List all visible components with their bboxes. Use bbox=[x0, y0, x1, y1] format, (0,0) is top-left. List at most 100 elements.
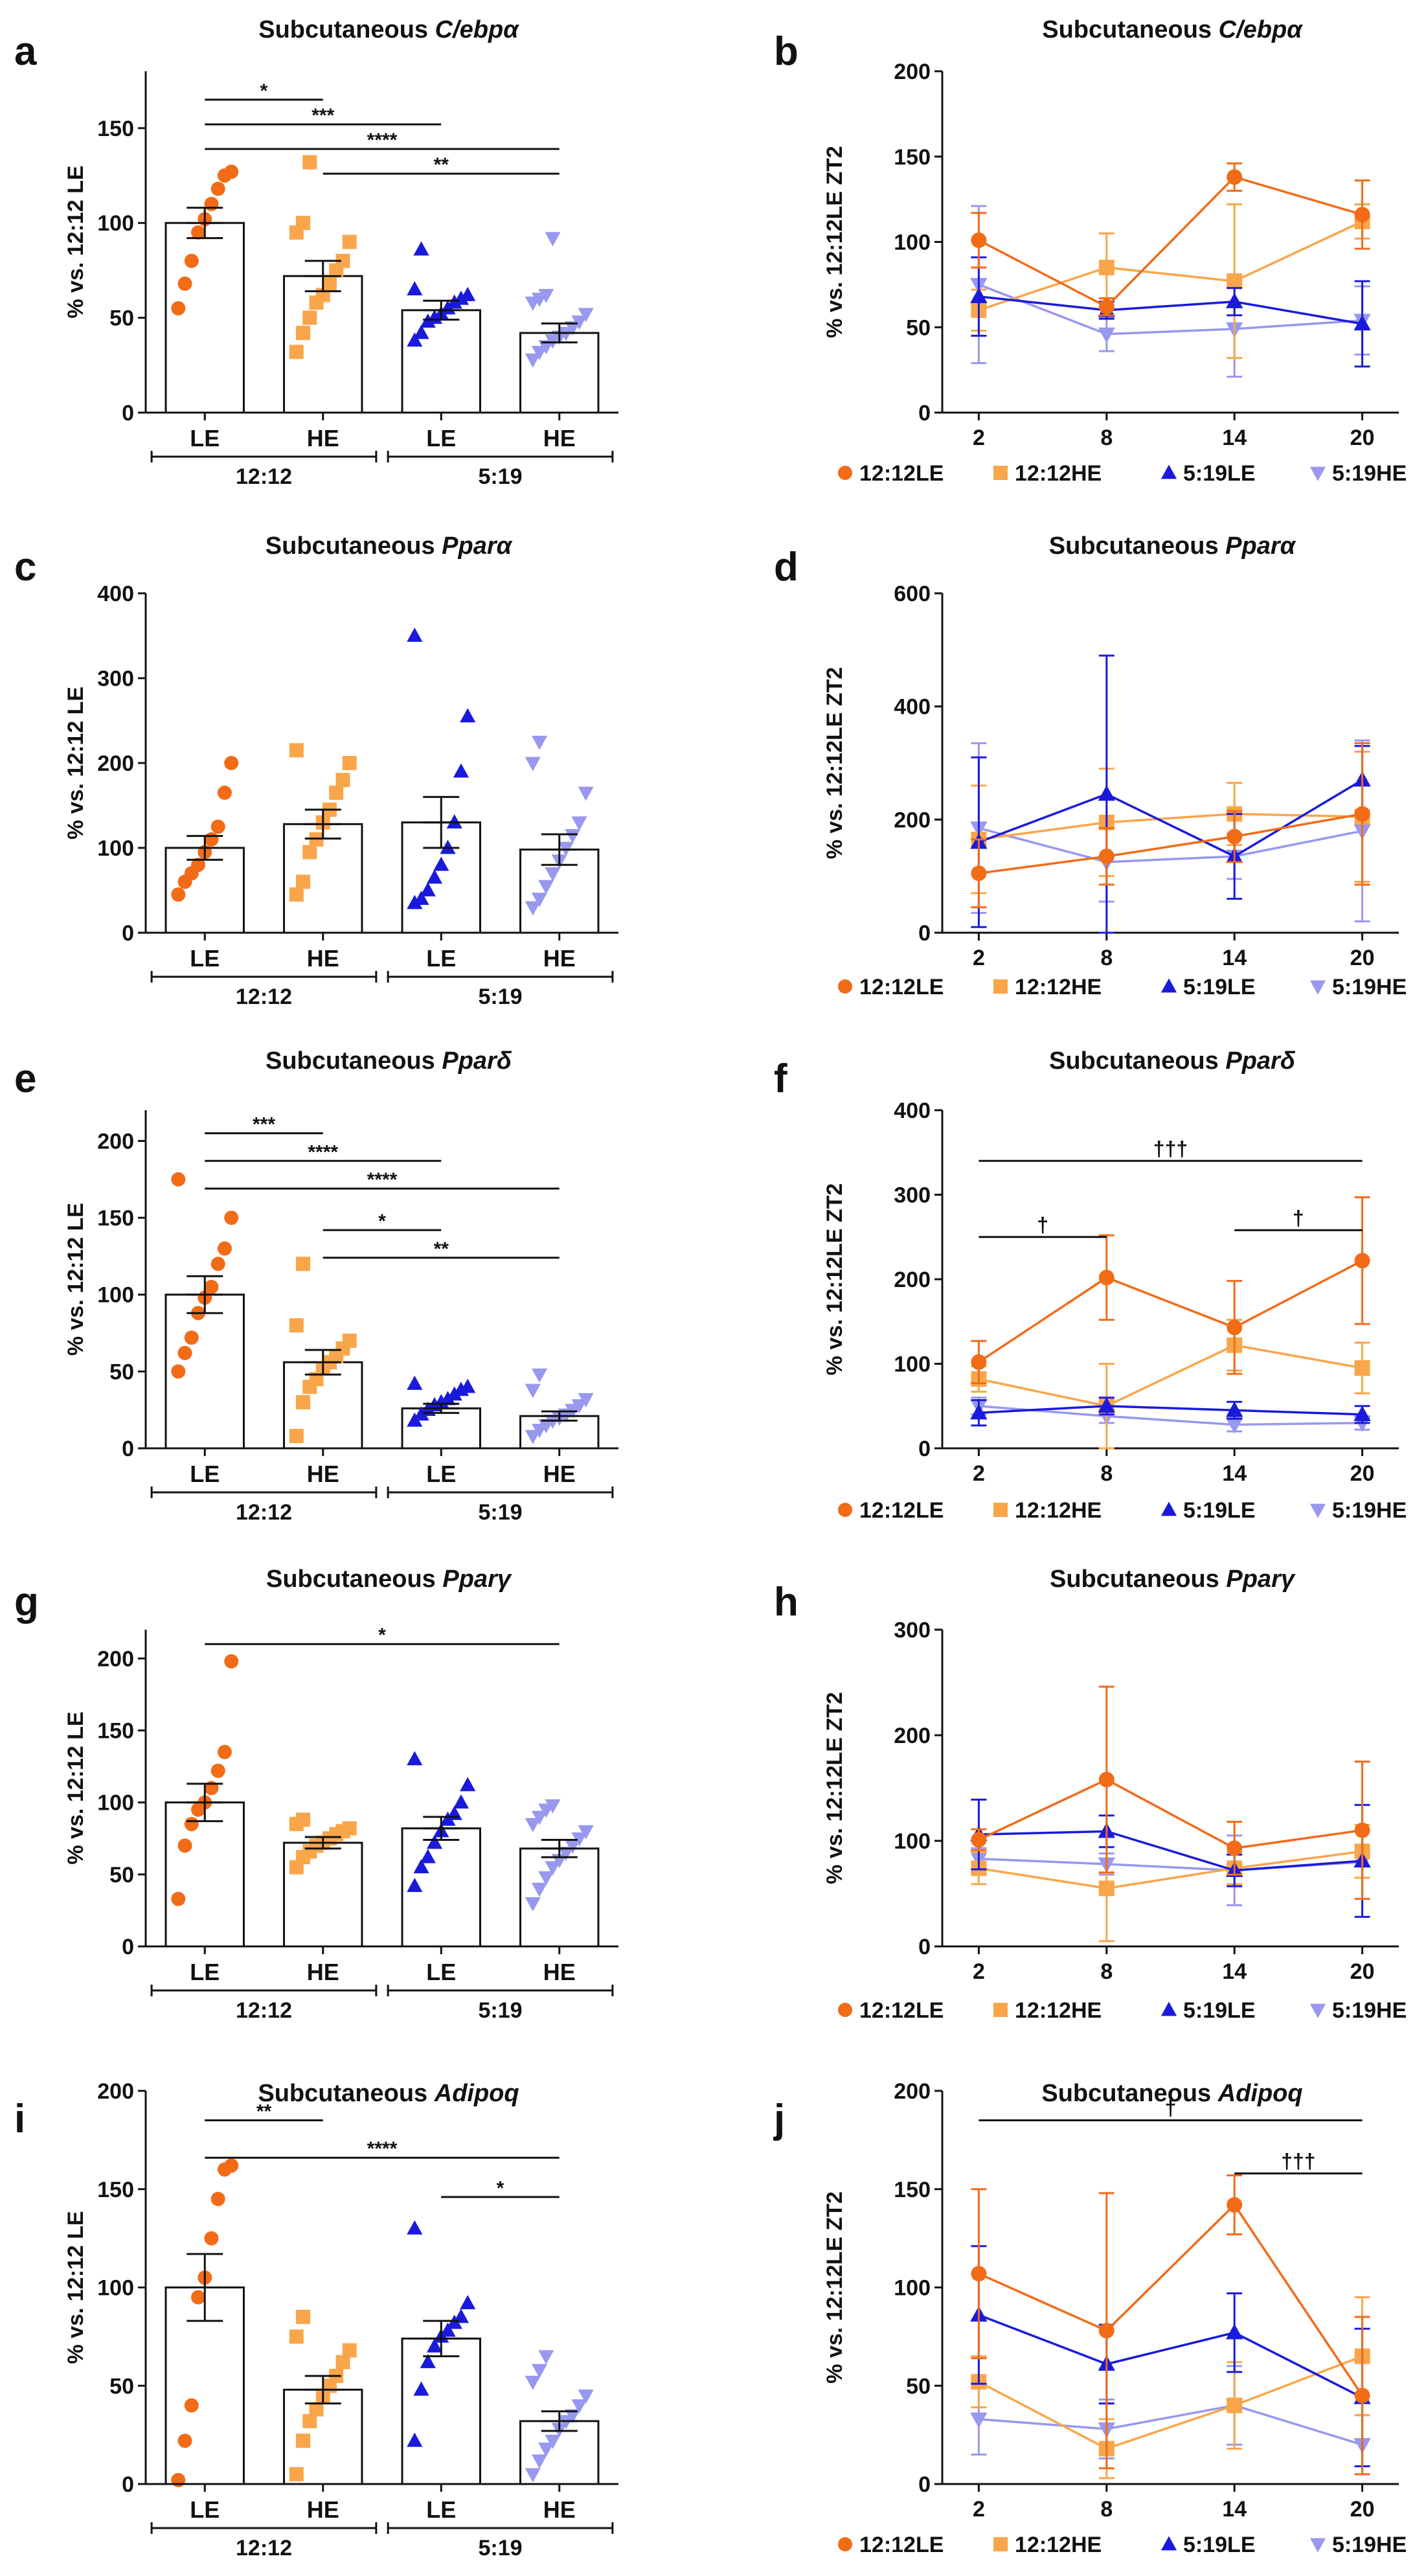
data-point bbox=[971, 865, 987, 882]
x-tick-label: 8 bbox=[1100, 946, 1113, 970]
data-point bbox=[1098, 1270, 1115, 1286]
panel-title-gene: Pparδ bbox=[442, 1047, 512, 1075]
data-point bbox=[296, 216, 311, 231]
y-tick-label: 150 bbox=[97, 1206, 134, 1231]
legend-marker bbox=[1309, 2003, 1326, 2018]
data-point bbox=[1353, 1406, 1371, 1421]
x-tick-label: 14 bbox=[1222, 1461, 1247, 1486]
data-point bbox=[322, 276, 337, 291]
data-point bbox=[1226, 1418, 1243, 1434]
legend-marker bbox=[838, 979, 852, 994]
series-12:12HE bbox=[971, 203, 1370, 359]
condition-label: 12:12 bbox=[236, 1998, 292, 2023]
legend-marker bbox=[993, 466, 1008, 480]
bar bbox=[401, 2337, 481, 2485]
data-point bbox=[525, 757, 541, 771]
data-point bbox=[578, 1825, 594, 1840]
x-tick-label: HE bbox=[543, 2496, 576, 2523]
legend-marker bbox=[1309, 1503, 1326, 1518]
series-5:19LE bbox=[970, 654, 1371, 934]
data-point bbox=[1098, 849, 1115, 865]
series-line bbox=[978, 176, 1363, 308]
x-tick-label: 8 bbox=[1100, 2497, 1113, 2522]
significance-marker: † bbox=[979, 2097, 1363, 2122]
data-point bbox=[531, 893, 548, 907]
legend-label: 12:12HE bbox=[1015, 1498, 1102, 1523]
x-tick-label: 14 bbox=[1222, 2497, 1247, 2522]
data-point bbox=[224, 165, 239, 179]
panel-letter: i bbox=[14, 2097, 25, 2141]
panel-title: Subcutaneous Pparγ bbox=[266, 1566, 512, 1593]
data-point bbox=[565, 1840, 581, 1854]
data-point bbox=[342, 756, 357, 770]
data-point bbox=[970, 2412, 988, 2428]
error-bar bbox=[423, 1402, 460, 1414]
data-point bbox=[302, 155, 317, 170]
x-tick-label: 20 bbox=[1350, 2497, 1375, 2522]
significance-marker: ** bbox=[323, 1238, 560, 1260]
data-point bbox=[407, 895, 423, 909]
x-tick-label: 2 bbox=[973, 1461, 985, 1486]
y-axis-label: % vs. 12:12 LE bbox=[63, 1711, 88, 1864]
y-tick-label: 100 bbox=[894, 231, 931, 255]
condition-label: 5:19 bbox=[478, 1998, 522, 2023]
data-point bbox=[1098, 299, 1115, 315]
data-point bbox=[545, 867, 561, 882]
significance-marker: **** bbox=[205, 1169, 560, 1191]
significance-label: **** bbox=[367, 1169, 398, 1191]
significance-marker: † bbox=[979, 1213, 1107, 1238]
data-point bbox=[1227, 828, 1243, 845]
panel-title: Subcutaneous C/ebpα bbox=[258, 16, 519, 43]
legend-marker bbox=[1160, 2001, 1177, 2016]
x-tick-label: 14 bbox=[1222, 946, 1247, 970]
data-point bbox=[413, 325, 429, 339]
y-tick-label: 200 bbox=[894, 60, 931, 84]
data-point bbox=[302, 2413, 317, 2428]
data-point bbox=[413, 241, 429, 256]
data-point bbox=[525, 353, 541, 368]
significance-marker: *** bbox=[205, 1114, 323, 1135]
legend-label: 5:19LE bbox=[1183, 461, 1256, 486]
legend: 12:12LE 12:12HE 5:19LE 5:19HE bbox=[838, 2533, 1407, 2557]
x-tick-label: 20 bbox=[1350, 1959, 1375, 1984]
significance-label: * bbox=[378, 1211, 386, 1232]
series-line bbox=[978, 2314, 1363, 2399]
data-point bbox=[578, 308, 594, 323]
data-point bbox=[413, 2381, 429, 2396]
data-point bbox=[1226, 292, 1243, 308]
legend-item: 5:19LE bbox=[1160, 1998, 1256, 2023]
data-point bbox=[525, 2468, 541, 2483]
panel-title-gene: Pparδ bbox=[1225, 1047, 1295, 1075]
significance-label: ††† bbox=[1153, 1137, 1188, 1160]
data-point bbox=[531, 735, 548, 750]
data-point bbox=[171, 2472, 186, 2487]
data-point bbox=[538, 1871, 554, 1886]
bar bbox=[283, 1841, 363, 1948]
significance-marker: ††† bbox=[979, 1137, 1363, 1162]
legend-label: 5:19LE bbox=[1183, 1998, 1256, 2023]
data-point bbox=[342, 1821, 357, 1836]
panel-letter: b bbox=[774, 29, 798, 74]
x-tick-label: LE bbox=[426, 1959, 456, 1985]
data-point bbox=[538, 2443, 554, 2457]
condition-label: 5:19 bbox=[478, 464, 522, 489]
data-point bbox=[420, 2354, 436, 2369]
error-bar bbox=[423, 2320, 460, 2358]
data-point bbox=[224, 756, 239, 770]
panel-title-gene: C/ebpα bbox=[435, 16, 520, 43]
panel-title: Subcutaneous C/ebpα bbox=[1042, 16, 1303, 43]
series-line bbox=[979, 1830, 1363, 1872]
error-bar bbox=[541, 833, 578, 866]
significance-label: *** bbox=[253, 1114, 275, 1135]
error-bar bbox=[423, 299, 460, 321]
panel-title: Subcutaneous Pparδ bbox=[1049, 1047, 1296, 1075]
y-tick-label: 200 bbox=[894, 1724, 931, 1748]
error-bar bbox=[541, 322, 578, 344]
y-tick-label: 300 bbox=[894, 1618, 931, 1643]
condition-bracket: 12:12 bbox=[150, 971, 378, 1009]
legend-label: 12:12HE bbox=[1015, 1998, 1102, 2023]
condition-label: 12:12 bbox=[236, 1500, 292, 1525]
significance-marker: * bbox=[205, 1624, 560, 1646]
significance-label: † bbox=[1293, 1206, 1304, 1229]
